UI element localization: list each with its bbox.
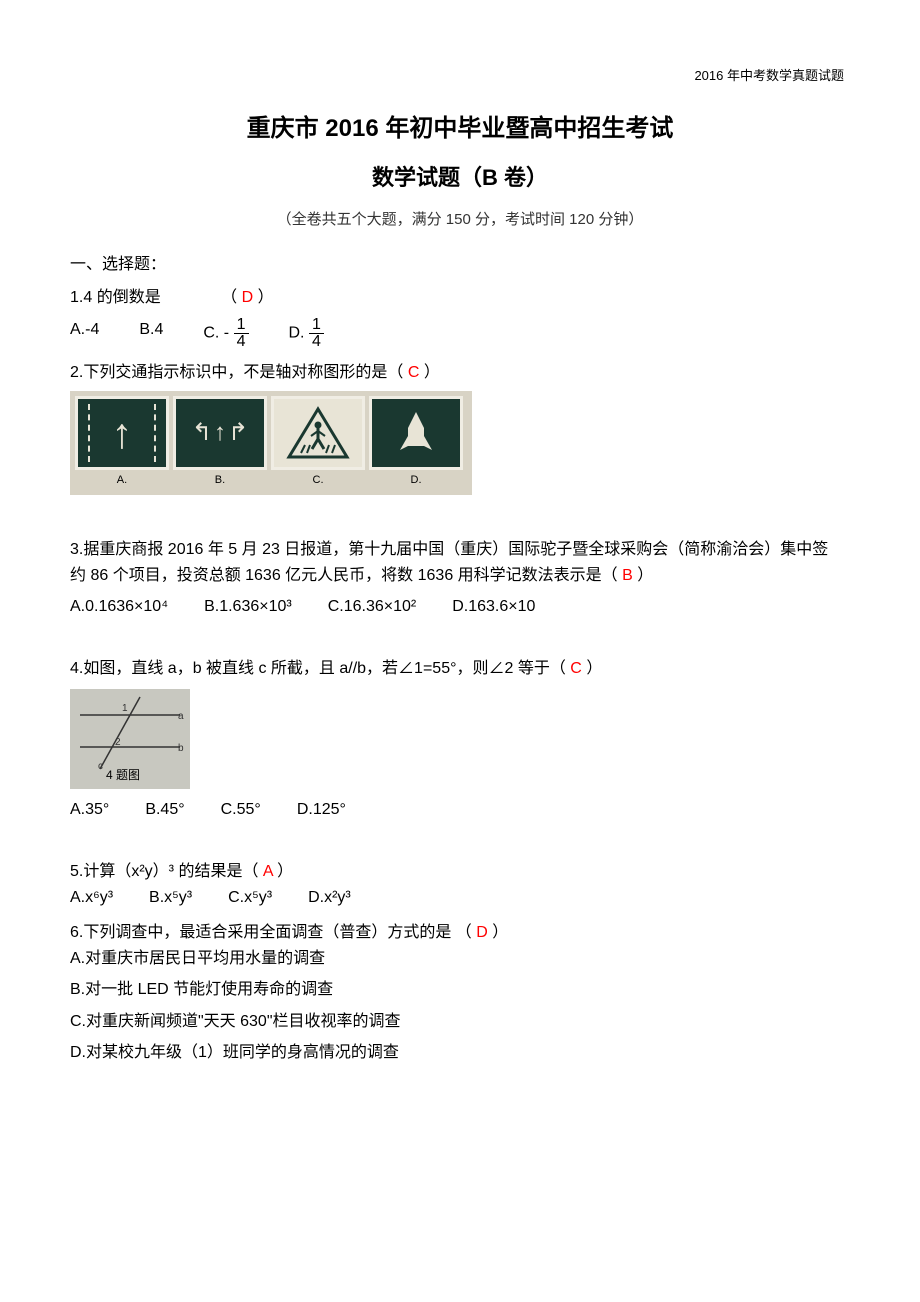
- q6-text: 6.下列调查中，最适合采用全面调查（普查）方式的是 （ D ）: [70, 920, 850, 946]
- q3-options: A.0.1636×10⁴ B.1.636×10³ C.16.36×10² D.1…: [70, 594, 850, 620]
- svg-text:b: b: [178, 743, 184, 754]
- q1-spacer: （: [165, 289, 241, 306]
- q4-figure-label: 4 题图: [106, 766, 140, 785]
- q3-opt-a: A.0.1636×10⁴: [70, 594, 168, 620]
- q1-answer: D: [242, 289, 254, 306]
- sign-c: [271, 396, 365, 470]
- q1-opt-d: D. 1 4: [289, 317, 324, 350]
- q1-opt-d-prefix: D.: [289, 325, 305, 342]
- arrow-up-icon: ↑: [112, 400, 133, 467]
- q1-opt-a: A.-4: [70, 317, 99, 350]
- q1-c-num: 1: [234, 317, 249, 334]
- q1-c-den: 4: [234, 334, 249, 350]
- q2-text: 2.下列交通指示标识中，不是轴对称图形的是（ C ）: [70, 360, 850, 386]
- fraction-icon: 1 4: [309, 317, 324, 350]
- q6-opt-c: C.对重庆新闻频道"天天 630"栏目收视率的调查: [70, 1009, 850, 1035]
- q5-suffix: ）: [277, 863, 293, 880]
- q1-prefix: 1.4 的倒数是: [70, 289, 161, 306]
- q1-text: 1.4 的倒数是 （ D ）: [70, 285, 850, 311]
- dashed-right-icon: [154, 404, 156, 462]
- svg-text:2: 2: [115, 737, 121, 748]
- q2-suffix: ）: [424, 364, 440, 381]
- question-5: 5.计算（x²y）³ 的结果是（ A ） A.x⁶y³ B.x⁵y³ C.x⁵y…: [70, 859, 850, 910]
- q4-text: 4.如图，直线 a，b 被直线 c 所截，且 a//b，若∠1=55°，则∠2 …: [70, 656, 850, 682]
- q3-opt-b: B.1.636×10³: [204, 594, 292, 620]
- svg-text:c: c: [98, 761, 103, 772]
- q3-line2: 约 86 个项目，投资总额 1636 亿元人民币，将数 1636 用科学记数法表…: [70, 563, 850, 589]
- q1-opt-c: C. - 1 4: [203, 317, 248, 350]
- svg-text:1: 1: [122, 703, 128, 714]
- main-title: 重庆市 2016 年初中毕业暨高中招生考试: [70, 110, 850, 148]
- page-header-right: 2016 年中考数学真题试题: [694, 66, 844, 87]
- q3-line2-prefix: 约 86 个项目，投资总额 1636 亿元人民币，将数 1636 用科学记数法表…: [70, 567, 618, 584]
- q4-prefix: 4.如图，直线 a，b 被直线 c 所截，且 a//b，若∠1=55°，则∠2 …: [70, 660, 566, 677]
- q3-line1: 3.据重庆商报 2016 年 5 月 23 日报道，第十九届中国（重庆）国际驼子…: [70, 537, 850, 563]
- dashed-left-icon: [88, 404, 90, 462]
- q6-suffix: ）: [492, 924, 508, 941]
- q6-prefix: 6.下列调查中，最适合采用全面调查（普查）方式的是 （: [70, 924, 472, 941]
- q5-answer: A: [263, 863, 273, 880]
- arrow-right-icon: ↱: [228, 414, 248, 452]
- q5-prefix: 5.计算（x²y）³ 的结果是（: [70, 863, 258, 880]
- sign-label-a: A.: [75, 472, 169, 490]
- q1-opt-c-prefix: C. -: [203, 325, 229, 342]
- q2-answer: C: [408, 364, 420, 381]
- sign-label-d: D.: [369, 472, 463, 490]
- q2-prefix: 2.下列交通指示标识中，不是轴对称图形的是（: [70, 364, 403, 381]
- q1-d-num: 1: [309, 317, 324, 334]
- question-1: 1.4 的倒数是 （ D ） A.-4 B.4 C. - 1 4 D. 1 4: [70, 285, 850, 350]
- q4-suffix: ）: [586, 660, 602, 677]
- exam-info: （全卷共五个大题，满分 150 分，考试时间 120 分钟）: [70, 208, 850, 232]
- section-heading-1: 一、选择题：: [70, 252, 850, 278]
- sign-a: ↑: [75, 396, 169, 470]
- q4-opt-c: C.55°: [221, 797, 261, 823]
- sign-label-c: C.: [271, 472, 365, 490]
- q6-opt-b: B.对一批 LED 节能灯使用寿命的调查: [70, 977, 850, 1003]
- q5-opt-b: B.x⁵y³: [149, 885, 192, 911]
- q4-options: A.35° B.45° C.55° D.125°: [70, 797, 850, 823]
- q4-opt-d: D.125°: [297, 797, 346, 823]
- q4-answer: C: [570, 660, 582, 677]
- q3-opt-c: C.16.36×10²: [328, 594, 417, 620]
- sign-row: ↑ ↰ ↑ ↱: [70, 391, 472, 470]
- q5-opt-c: C.x⁵y³: [228, 885, 272, 911]
- q5-opt-d: D.x²y³: [308, 885, 351, 911]
- q1-options: A.-4 B.4 C. - 1 4 D. 1 4: [70, 317, 850, 350]
- question-2: 2.下列交通指示标识中，不是轴对称图形的是（ C ） ↑ ↰ ↑ ↱: [70, 360, 850, 495]
- arrow-up-icon: ↑: [214, 414, 226, 452]
- q4-opt-a: A.35°: [70, 797, 109, 823]
- sub-title: 数学试题（B 卷）: [70, 160, 850, 195]
- q5-options: A.x⁶y³ B.x⁵y³ C.x⁵y³ D.x²y³: [70, 885, 850, 911]
- q6-options: A.对重庆市居民日平均用水量的调查 B.对一批 LED 节能灯使用寿命的调查 C…: [70, 946, 850, 1066]
- pedestrian-icon: [283, 403, 353, 463]
- question-6: 6.下列调查中，最适合采用全面调查（普查）方式的是 （ D ） A.对重庆市居民…: [70, 920, 850, 1066]
- arrow-uturn-icon: ↰: [192, 414, 212, 452]
- q1-opt-b: B.4: [139, 317, 163, 350]
- q5-opt-a: A.x⁶y³: [70, 885, 113, 911]
- q6-answer: D: [476, 924, 488, 941]
- q4-figure: 1 2 a b c 4 题图: [70, 689, 190, 789]
- q3-line2-suffix: ）: [637, 567, 653, 584]
- q3-opt-d: D.163.6×10: [452, 594, 535, 620]
- q1-close: ）: [258, 289, 274, 306]
- rocket-icon: [396, 408, 436, 458]
- q6-opt-d: D.对某校九年级（1）班同学的身高情况的调查: [70, 1040, 850, 1066]
- sign-labels: A. B. C. D.: [70, 470, 472, 495]
- sign-b: ↰ ↑ ↱: [173, 396, 267, 470]
- q3-answer: B: [622, 567, 633, 584]
- fraction-icon: 1 4: [234, 317, 249, 350]
- sign-d: [369, 396, 463, 470]
- q6-opt-a: A.对重庆市居民日平均用水量的调查: [70, 946, 850, 972]
- sign-label-b: B.: [173, 472, 267, 490]
- q1-d-den: 4: [309, 334, 324, 350]
- question-4: 4.如图，直线 a，b 被直线 c 所截，且 a//b，若∠1=55°，则∠2 …: [70, 656, 850, 823]
- q4-opt-b: B.45°: [145, 797, 184, 823]
- svg-text:a: a: [178, 711, 184, 722]
- sign-b-arrows: ↰ ↑ ↱: [192, 414, 248, 452]
- question-3: 3.据重庆商报 2016 年 5 月 23 日报道，第十九届中国（重庆）国际驼子…: [70, 537, 850, 620]
- q2-sign-images: ↑ ↰ ↑ ↱: [70, 391, 850, 495]
- q5-text: 5.计算（x²y）³ 的结果是（ A ）: [70, 859, 850, 885]
